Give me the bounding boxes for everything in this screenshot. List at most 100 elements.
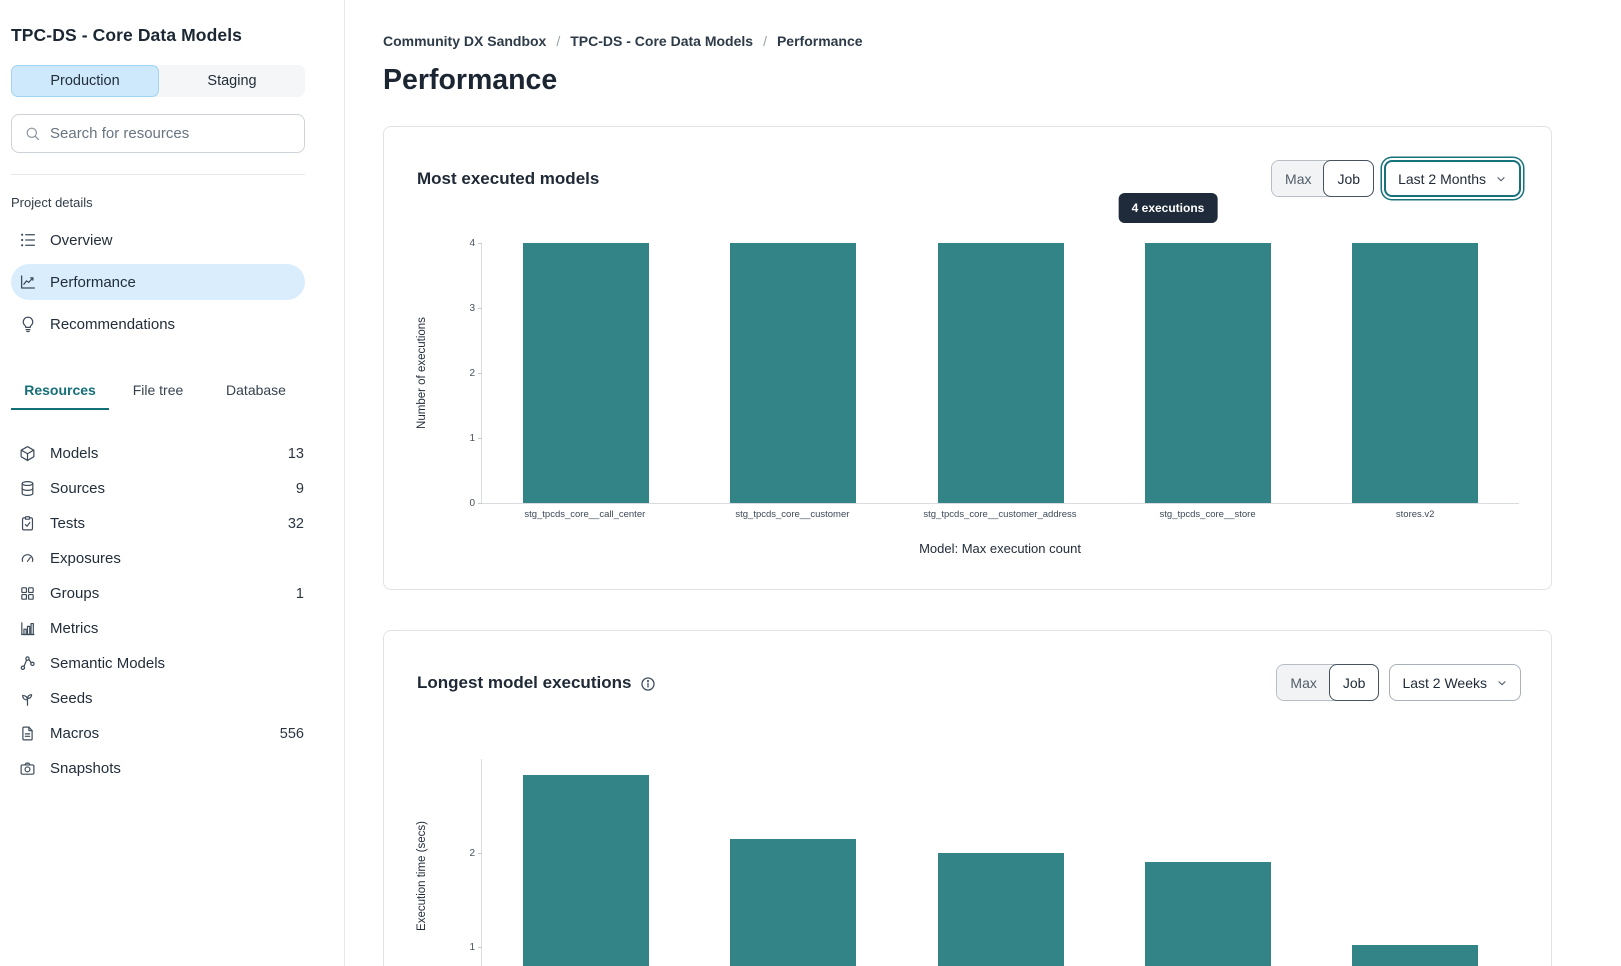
- x-axis-tick-label: stg_tpcds_core__customer_address: [923, 509, 1077, 520]
- grid-icon: [18, 585, 36, 602]
- bar-chart-icon: [18, 620, 36, 637]
- resource-label: Tests: [50, 515, 86, 532]
- resource-count: 1: [295, 585, 304, 602]
- production-toggle[interactable]: Production: [11, 65, 159, 97]
- time-range-dropdown[interactable]: Last 2 Months: [1384, 160, 1521, 197]
- search-input[interactable]: [50, 125, 292, 142]
- resource-count: 556: [279, 725, 304, 742]
- resource-count: 9: [295, 480, 304, 497]
- page-title: Performance: [383, 64, 558, 96]
- tab-database[interactable]: Database: [226, 382, 286, 398]
- breadcrumb-separator: /: [763, 33, 767, 49]
- y-axis-title: Number of executions: [416, 317, 428, 429]
- breadcrumb-link-project[interactable]: TPC-DS - Core Data Models: [570, 33, 754, 49]
- bar[interactable]: [937, 243, 1064, 503]
- search-box[interactable]: [11, 114, 305, 153]
- resource-label: Snapshots: [50, 760, 121, 777]
- longest-model-executions-card: Longest model executions Max Job Last 2 …: [383, 630, 1552, 966]
- sidebar-item-overview[interactable]: Overview: [11, 222, 305, 258]
- most-executed-models-card: Most executed models Max Job Last 2 Mont…: [383, 126, 1552, 590]
- job-button[interactable]: Job: [1323, 160, 1375, 197]
- sidebar-item-performance[interactable]: Performance: [11, 264, 305, 300]
- chart-controls: Max Job Last 2 Weeks: [1276, 664, 1521, 701]
- max-button[interactable]: Max: [1272, 161, 1325, 196]
- breadcrumb: Community DX Sandbox / TPC-DS - Core Dat…: [383, 33, 1621, 49]
- resource-item-macros[interactable]: Macros 556: [11, 716, 305, 751]
- bar[interactable]: [1144, 862, 1271, 966]
- x-axis-tick-label: stg_tpcds_core__customer: [735, 509, 850, 520]
- resource-item-models[interactable]: Models 13: [11, 436, 305, 471]
- max-button[interactable]: Max: [1277, 665, 1330, 700]
- line-chart-icon: [18, 273, 37, 291]
- project-title: TPC-DS - Core Data Models: [11, 25, 242, 45]
- project-details-label: Project details: [11, 195, 93, 210]
- chart-controls: Max Job Last 2 Months: [1271, 160, 1521, 197]
- breadcrumb-link-account[interactable]: Community DX Sandbox: [383, 33, 547, 49]
- share-nodes-icon: [18, 655, 36, 672]
- resource-count: 32: [287, 515, 304, 532]
- bar[interactable]: [730, 243, 857, 503]
- sidebar-item-label: Overview: [50, 231, 113, 249]
- chart-title: Longest model executions: [417, 672, 632, 692]
- breadcrumb-separator: /: [556, 33, 561, 49]
- breadcrumb-current: Performance: [776, 33, 863, 49]
- sidebar-divider: [11, 174, 305, 175]
- search-icon: [24, 125, 41, 142]
- chart-title: Most executed models: [417, 168, 600, 188]
- bar[interactable]: [730, 838, 857, 966]
- time-range-value: Last 2 Weeks: [1402, 674, 1487, 691]
- resource-item-snapshots[interactable]: Snapshots: [11, 751, 305, 786]
- main-content: Community DX Sandbox / TPC-DS - Core Dat…: [345, 33, 1621, 966]
- resource-item-seeds[interactable]: Seeds: [11, 681, 305, 716]
- bar[interactable]: [1352, 945, 1479, 966]
- info-icon[interactable]: [640, 676, 656, 692]
- resource-label: Seeds: [50, 690, 93, 707]
- seedling-icon: [18, 690, 36, 707]
- card-header: Most executed models Max Job Last 2 Mont…: [384, 160, 1551, 197]
- cube-icon: [18, 445, 36, 462]
- clipboard-check-icon: [18, 515, 36, 532]
- resource-item-sources[interactable]: Sources 9: [11, 471, 305, 506]
- project-details-nav: Overview Performance Recommendations: [11, 222, 305, 342]
- bar[interactable]: [522, 243, 649, 503]
- resource-item-exposures[interactable]: Exposures: [11, 541, 305, 576]
- sidebar: TPC-DS - Core Data Models Production Sta…: [0, 0, 345, 966]
- resource-item-tests[interactable]: Tests 32: [11, 506, 305, 541]
- resource-item-semantic-models[interactable]: Semantic Models: [11, 646, 305, 681]
- time-range-dropdown[interactable]: Last 2 Weeks: [1389, 664, 1521, 701]
- sidebar-item-recommendations[interactable]: Recommendations: [11, 306, 305, 342]
- job-button[interactable]: Job: [1328, 664, 1380, 701]
- y-axis-title: Execution time (secs): [416, 821, 428, 931]
- tab-file-tree[interactable]: File tree: [132, 382, 184, 398]
- x-axis-tick-label: stg_tpcds_core__call_center: [524, 509, 646, 520]
- bar[interactable]: [522, 774, 649, 966]
- x-axis-tick-label: stores.v2: [1395, 509, 1435, 520]
- resources-list: Models 13 Sources 9 Tests 32 Exposures: [11, 436, 305, 786]
- list-icon: [18, 231, 37, 249]
- staging-toggle[interactable]: Staging: [159, 65, 305, 97]
- max-job-segmented-control: Max Job: [1276, 664, 1380, 701]
- bar[interactable]: [1144, 243, 1271, 503]
- chart-tooltip: 4 executions: [1118, 193, 1218, 223]
- tab-resources[interactable]: Resources: [11, 376, 109, 410]
- bar[interactable]: [937, 853, 1064, 966]
- card-header: Longest model executions Max Job Last 2 …: [384, 664, 1551, 701]
- x-axis-title: Model: Max execution count: [919, 541, 1081, 556]
- resource-label: Models: [50, 445, 99, 462]
- x-axis-tick-labels: stg_tpcds_core__call_center stg_tpcds_cor…: [481, 509, 1519, 520]
- resource-item-groups[interactable]: Groups 1: [11, 576, 305, 611]
- chevron-down-icon: [1496, 677, 1508, 689]
- resource-label: Groups: [50, 585, 100, 602]
- chevron-down-icon: [1495, 173, 1507, 185]
- bar[interactable]: [1352, 243, 1479, 503]
- gauge-icon: [18, 550, 36, 567]
- resource-label: Sources: [50, 480, 106, 497]
- sidebar-tabs: Resources File tree Database: [11, 376, 305, 410]
- resource-label: Metrics: [50, 620, 99, 637]
- resource-label: Macros: [50, 725, 100, 742]
- resource-count: 13: [287, 445, 304, 462]
- resource-item-metrics[interactable]: Metrics: [11, 611, 305, 646]
- camera-icon: [18, 760, 36, 777]
- database-icon: [18, 480, 36, 497]
